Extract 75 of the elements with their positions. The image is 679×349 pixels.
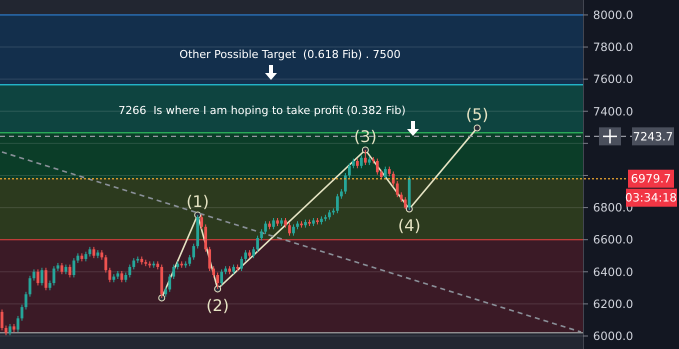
- annotation: (4): [398, 216, 421, 236]
- candlestick: [60, 262, 64, 275]
- candlestick: [208, 246, 212, 272]
- y-tick-label: 7800.0: [593, 40, 634, 54]
- candlestick: [348, 162, 351, 178]
- candlestick: [188, 254, 192, 267]
- y-tick-label: 6200.0: [593, 296, 634, 311]
- candlestick: [108, 267, 112, 283]
- y-tick-label: 7400.0: [593, 104, 634, 118]
- candlestick: [360, 154, 363, 169]
- candlestick: [164, 286, 168, 298]
- candlestick: [260, 228, 263, 241]
- candlestick: [64, 264, 68, 275]
- candlestick: [264, 220, 267, 235]
- candlestick: [220, 268, 224, 286]
- candlestick: [0, 309, 4, 331]
- candlestick: [84, 251, 88, 262]
- candlestick: [292, 224, 295, 236]
- candlestick: [8, 323, 12, 336]
- candlestick: [48, 280, 52, 291]
- candlestick: [72, 258, 76, 278]
- candlestick: [240, 256, 243, 272]
- candlestick: [24, 291, 28, 310]
- ref-line-label: 6979.7: [630, 172, 672, 186]
- candlestick: [200, 214, 204, 230]
- candlestick: [352, 158, 355, 169]
- candlestick: [244, 250, 247, 262]
- candlestick: [288, 222, 291, 236]
- candlestick: [100, 250, 104, 260]
- candlestick: [212, 266, 216, 278]
- annotation: 7266 Is where I am hoping to take profit (0.382 Fib): [118, 104, 406, 117]
- candlestick: [204, 224, 208, 252]
- candlestick: [132, 258, 136, 270]
- annotation: (1): [186, 192, 209, 211]
- candlestick: [376, 158, 379, 176]
- candlestick: [32, 268, 36, 282]
- candlestick: [216, 272, 220, 290]
- y-tick-label: 6600.0: [593, 232, 634, 247]
- y-tick-label: 6000.0: [593, 329, 634, 344]
- candlestick: [344, 172, 347, 194]
- candlestick: [340, 188, 343, 200]
- candlestick: [120, 270, 124, 283]
- candlestick: [28, 275, 32, 298]
- candlestick: [20, 304, 24, 322]
- candlestick: [356, 158, 359, 169]
- annotation: (5): [466, 104, 489, 124]
- y-tick-label: 6400.0: [593, 264, 634, 279]
- candlestick: [124, 272, 128, 283]
- candlestick: [272, 218, 275, 230]
- candlestick: [388, 166, 391, 177]
- candlestick: [256, 235, 259, 252]
- annotation: (3): [354, 126, 377, 146]
- candlestick: [400, 192, 403, 202]
- candlestick: [76, 252, 80, 264]
- y-tick-label: 7600.0: [593, 72, 634, 86]
- candlestick: [168, 274, 172, 292]
- candlestick: [284, 218, 287, 228]
- ref-line-label: 7243.7: [632, 129, 674, 144]
- candlestick: [68, 264, 72, 278]
- candlestick: [52, 266, 56, 286]
- candlestick: [364, 149, 367, 166]
- y-tick-label: 8000.0: [593, 8, 634, 22]
- annotation: (2): [206, 296, 229, 315]
- point: [474, 124, 481, 132]
- candlestick: [232, 264, 235, 275]
- candlestick: [336, 193, 339, 214]
- candlestick: [16, 315, 20, 332]
- candlestick: [44, 267, 48, 291]
- candlestick: [252, 246, 255, 259]
- candlestick: [192, 243, 196, 260]
- annotation: Other Possible Target (0.618 Fib) . 7500: [179, 48, 401, 61]
- candlestick: [4, 325, 8, 336]
- candlestick: [36, 268, 40, 286]
- candlestick: [40, 267, 44, 286]
- candlestick: [328, 209, 331, 220]
